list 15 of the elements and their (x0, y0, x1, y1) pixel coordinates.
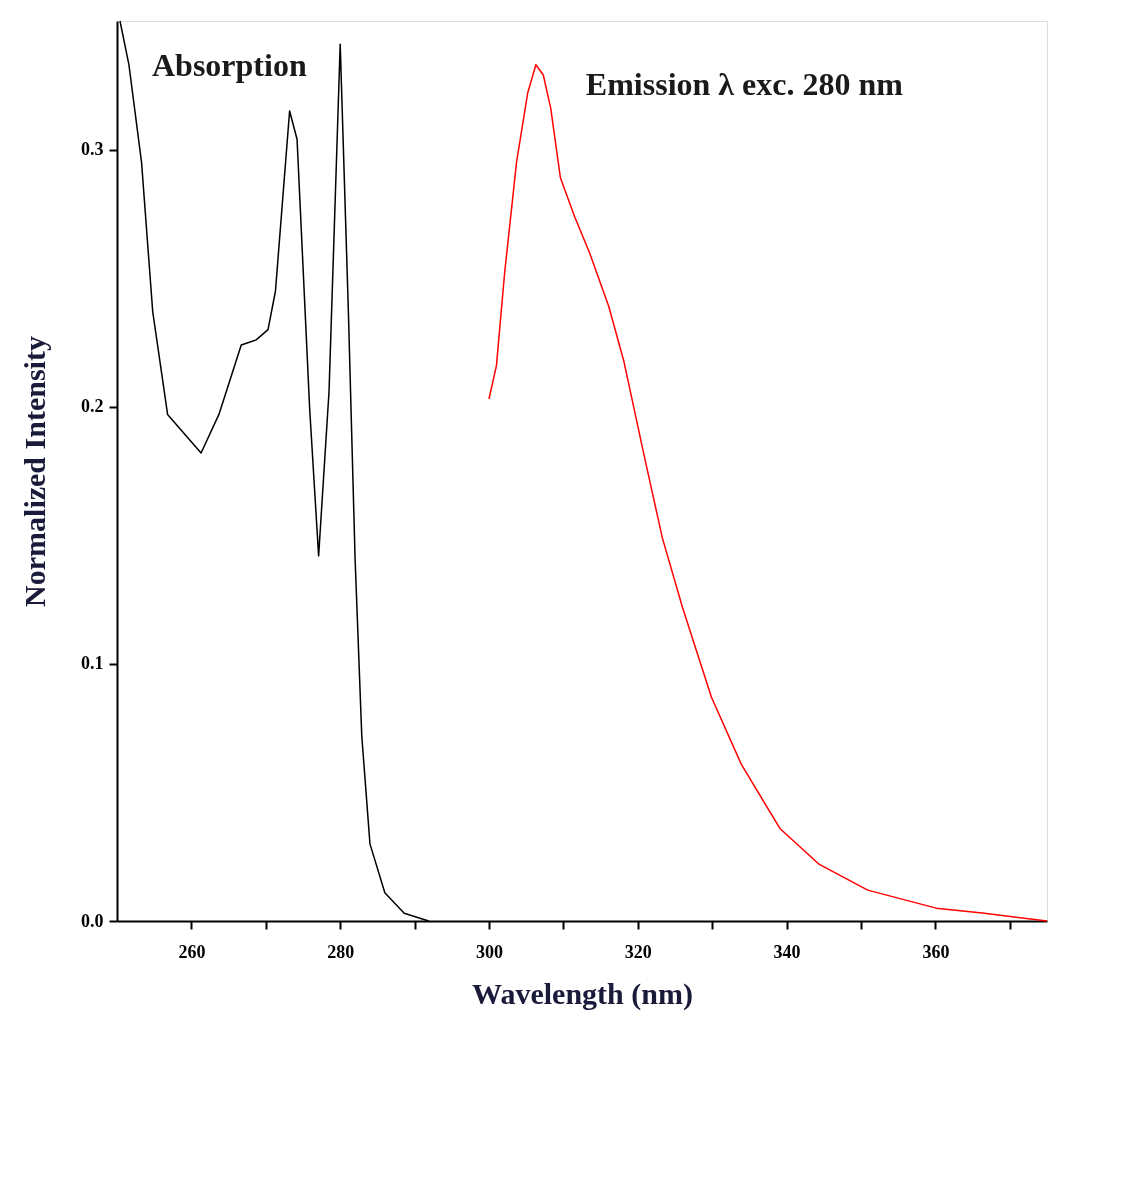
series-label: Absorption (151, 47, 307, 83)
y-tick-label: 0.0 (81, 910, 104, 931)
x-tick-label: 260 (178, 941, 206, 962)
line-series (488, 63, 1048, 922)
y-tick-label: 0.2 (81, 396, 104, 417)
x-tick-label: 360 (922, 941, 950, 962)
y-tick-label: 0.3 (81, 139, 104, 160)
x-tick-label: 300 (476, 941, 503, 962)
series-label: Emission λ exc. 280 nm (585, 65, 904, 102)
x-axis-title: Wavelength (nm) (472, 976, 693, 1011)
y-axis-title: Normalized Intensity (18, 336, 51, 607)
x-tick-label: 280 (327, 941, 355, 962)
x-tick-label: 320 (624, 941, 652, 962)
y-tick-label: 0.1 (81, 653, 104, 674)
x-tick-label: 340 (773, 941, 801, 962)
